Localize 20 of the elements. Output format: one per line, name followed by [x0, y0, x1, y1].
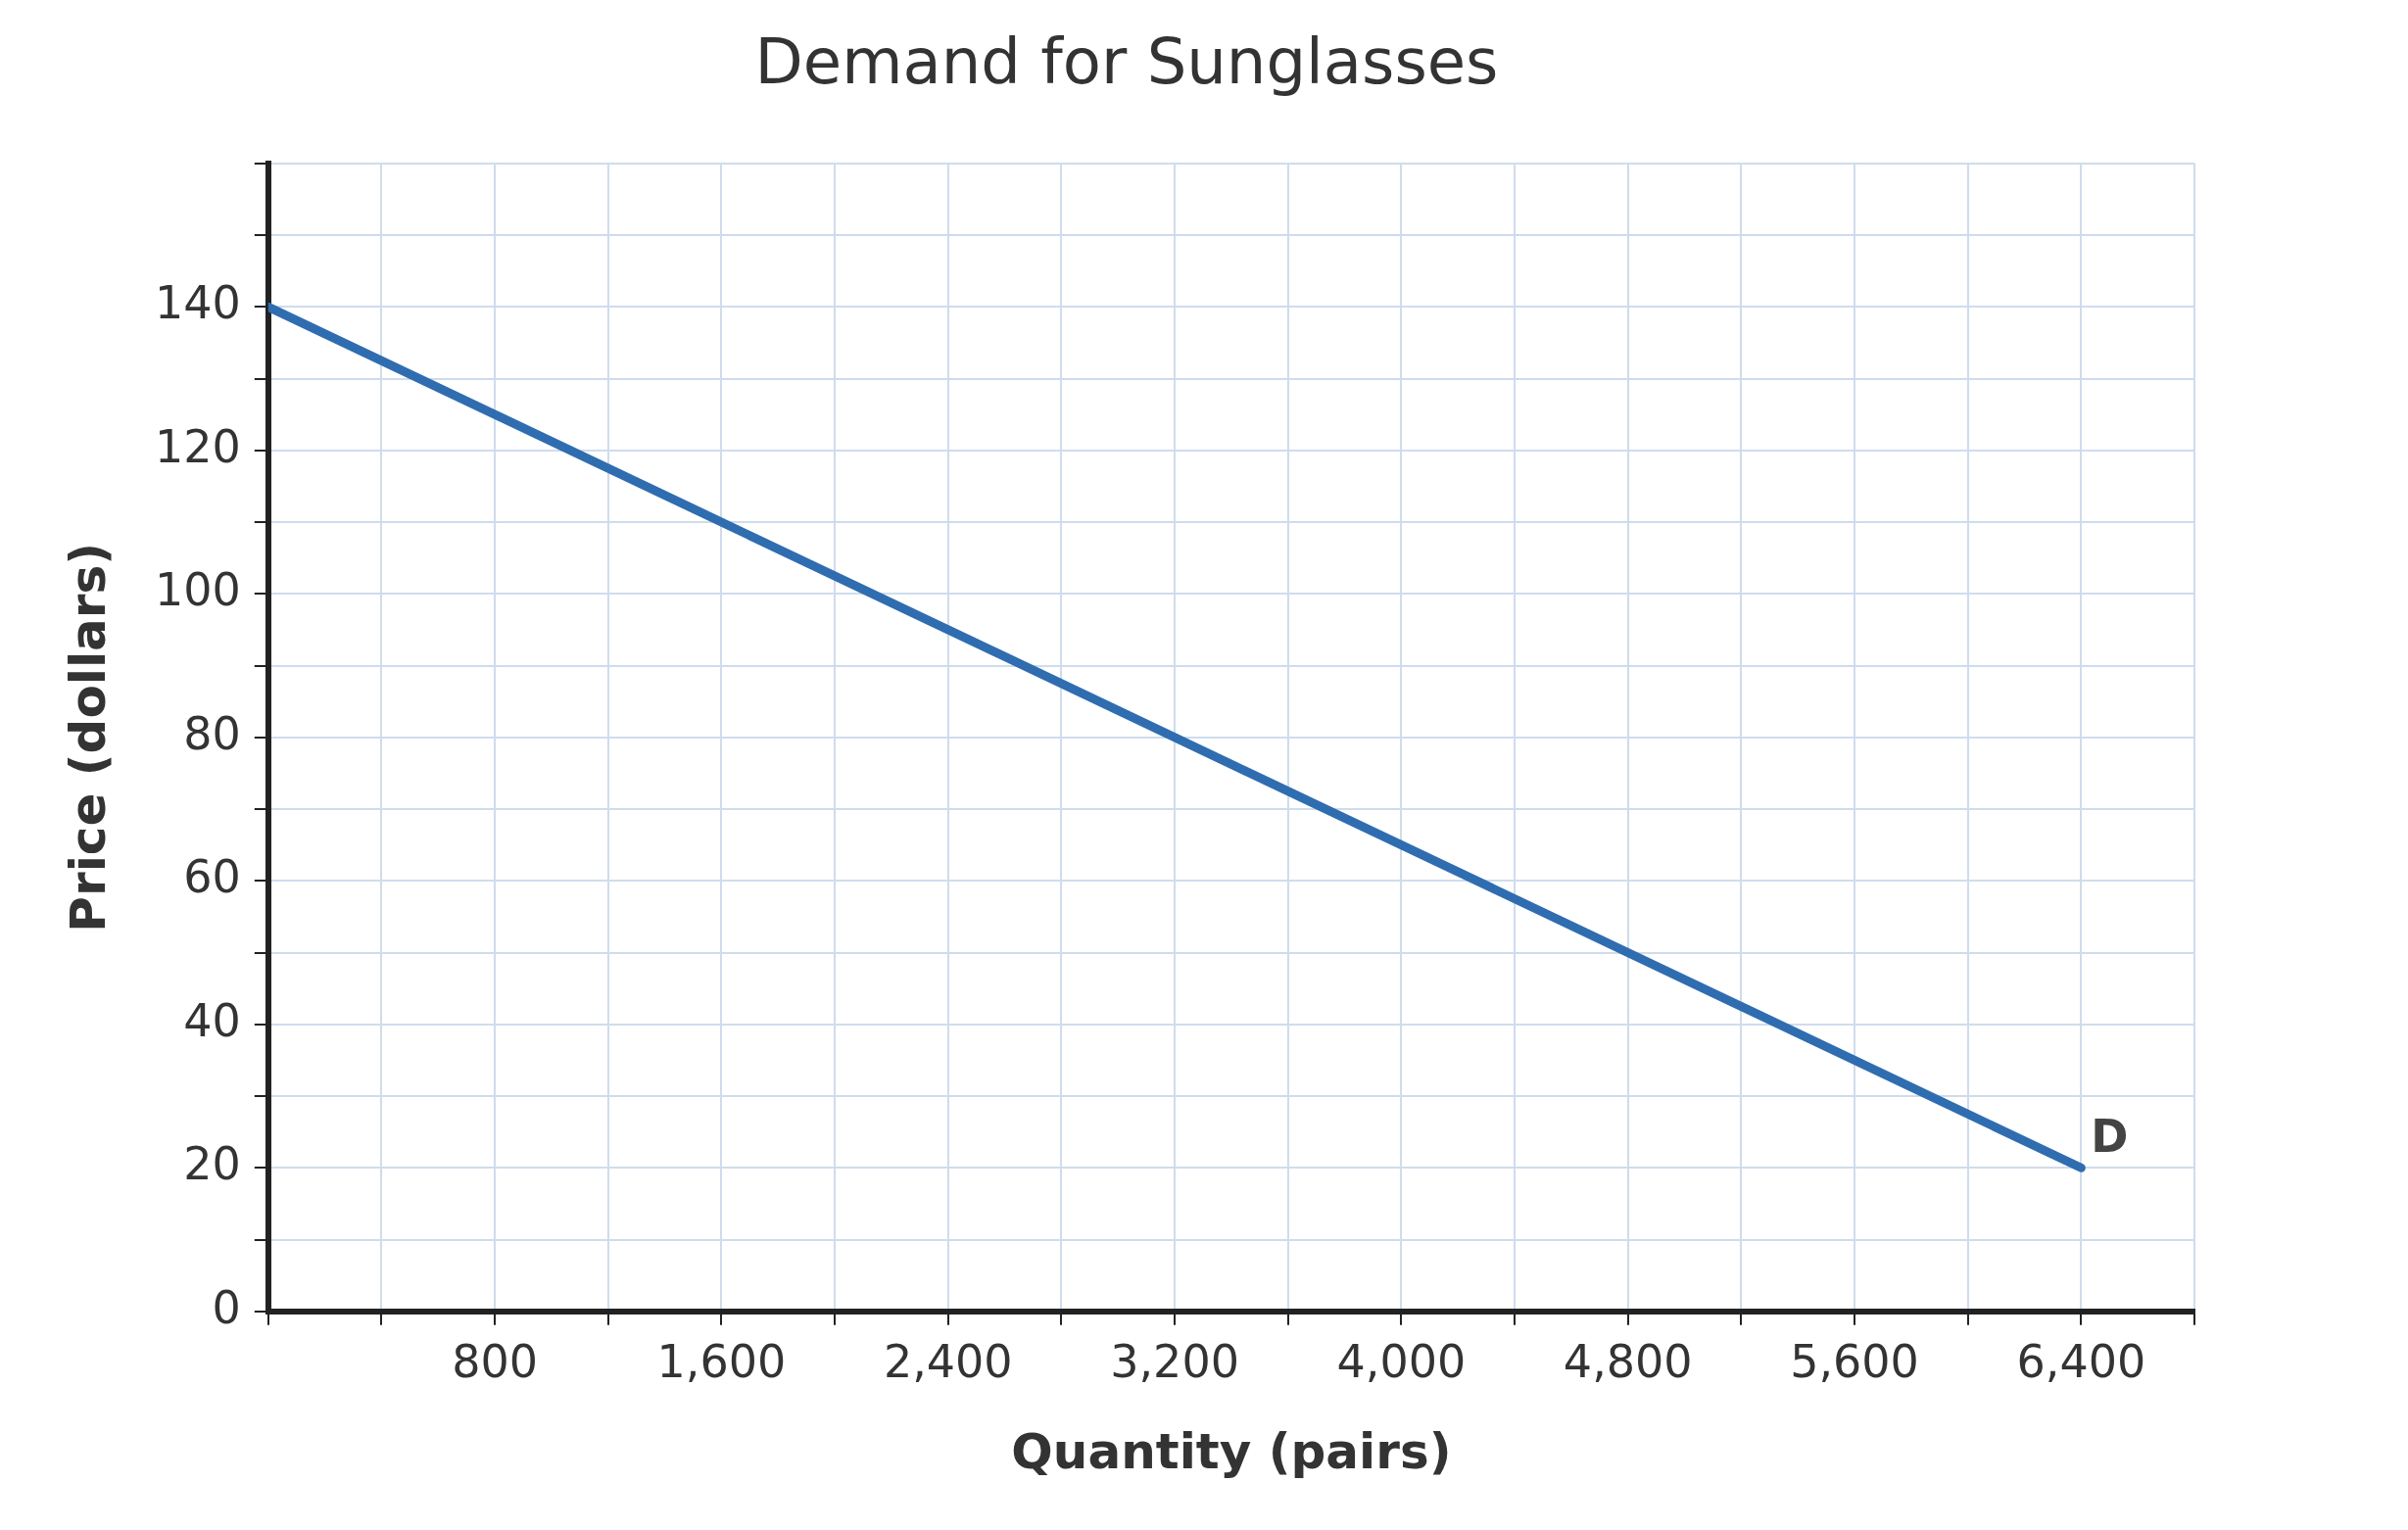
x-tick-label: 1,600 — [656, 1335, 787, 1389]
x-tick-label: 4,000 — [1336, 1335, 1467, 1389]
x-tick-label: 5,600 — [1790, 1335, 1919, 1389]
y-tick-label: 80 — [183, 706, 241, 760]
y-tick-label: 40 — [183, 993, 241, 1047]
y-tick-label: 0 — [212, 1280, 241, 1334]
x-tick-label: 3,200 — [1110, 1335, 1239, 1389]
y-tick-label: 140 — [154, 276, 241, 330]
x-tick-label: 6,400 — [2016, 1335, 2146, 1389]
y-axis-title: Price (dollars) — [59, 542, 117, 932]
x-tick-label: 4,800 — [1563, 1335, 1693, 1389]
y-tick-label: 100 — [154, 563, 241, 617]
x-axis-title: Quantity (pairs) — [1011, 1422, 1452, 1480]
x-tick-label: 2,400 — [883, 1335, 1013, 1389]
y-tick-label: 60 — [183, 850, 241, 904]
y-tick-label: 20 — [183, 1137, 241, 1191]
chart-title: Demand for Sunglasses — [754, 25, 1499, 99]
y-tick-label: 120 — [154, 419, 241, 473]
x-tick-label: 800 — [452, 1335, 539, 1389]
annotation: D — [2091, 1110, 2129, 1164]
